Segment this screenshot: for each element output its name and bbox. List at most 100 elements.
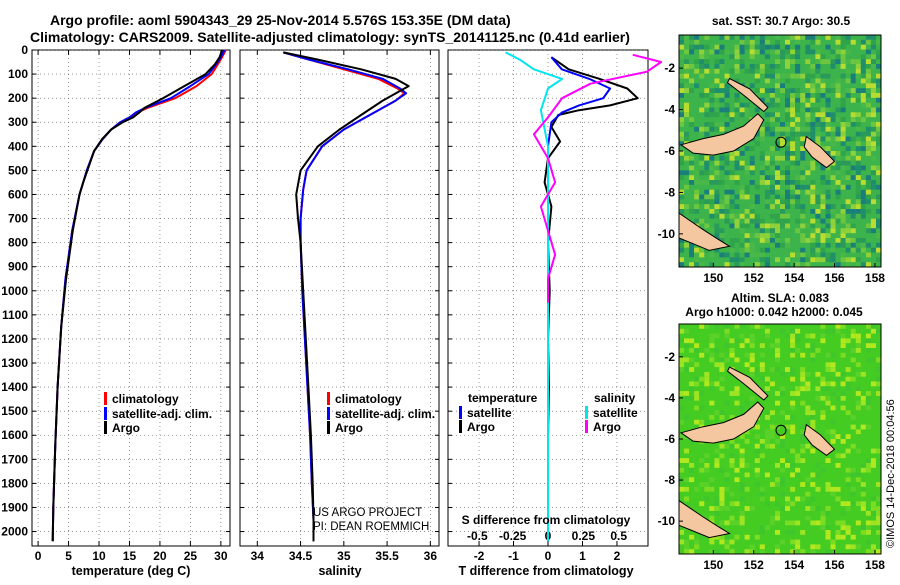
map-cell bbox=[704, 189, 710, 195]
map-cell bbox=[775, 78, 781, 84]
map-cell bbox=[820, 228, 826, 234]
map-cell bbox=[714, 510, 720, 516]
map-cell bbox=[775, 439, 781, 444]
map-cell bbox=[689, 165, 695, 171]
map-cell bbox=[840, 204, 846, 210]
map-cell bbox=[855, 180, 861, 185]
map-cell bbox=[855, 122, 861, 127]
map-cell bbox=[850, 424, 856, 430]
map-cell bbox=[800, 247, 806, 253]
map-cell bbox=[855, 141, 861, 147]
map-cell bbox=[820, 78, 826, 84]
map-cell bbox=[855, 262, 861, 268]
map-cell bbox=[850, 209, 856, 214]
map-cell bbox=[694, 252, 700, 258]
map-cell bbox=[769, 429, 775, 435]
map-cell bbox=[850, 151, 856, 156]
map-cell bbox=[724, 333, 730, 339]
depth-tick-label: 2000 bbox=[1, 525, 28, 539]
map-cell bbox=[830, 228, 836, 234]
map-cell bbox=[845, 199, 851, 205]
map-cell bbox=[679, 419, 685, 425]
map-cell bbox=[820, 410, 826, 416]
map-cell bbox=[810, 97, 816, 103]
map-cell bbox=[825, 549, 831, 554]
map-cell bbox=[734, 78, 740, 84]
map-cell bbox=[845, 434, 851, 439]
map-cell bbox=[764, 472, 770, 478]
map-cell bbox=[769, 68, 775, 74]
map-cell bbox=[739, 44, 745, 50]
map-cell bbox=[865, 93, 871, 98]
map-cell bbox=[704, 419, 710, 425]
map-cell bbox=[840, 126, 846, 132]
map-cell bbox=[759, 257, 765, 263]
map-cell bbox=[744, 165, 750, 171]
map-cell bbox=[870, 35, 876, 40]
map-cell bbox=[759, 228, 765, 234]
map-cell bbox=[734, 400, 740, 406]
map-cell bbox=[714, 180, 720, 185]
map-cell bbox=[714, 160, 720, 166]
salinity-xlabel: salinity bbox=[318, 564, 361, 578]
map-cell bbox=[719, 122, 725, 127]
map-cell bbox=[810, 257, 816, 263]
map-cell bbox=[870, 131, 876, 137]
map-cell bbox=[810, 49, 816, 55]
map-cell bbox=[870, 64, 876, 69]
map-cell bbox=[805, 49, 811, 55]
map-cell bbox=[759, 223, 765, 229]
map-cell bbox=[855, 59, 861, 65]
map-cell bbox=[780, 199, 786, 205]
map-cell bbox=[764, 189, 770, 195]
map-cell bbox=[815, 35, 821, 40]
map-cell bbox=[775, 194, 781, 200]
map-cell bbox=[815, 257, 821, 263]
map-cell bbox=[790, 49, 796, 55]
map-cell bbox=[860, 213, 866, 219]
map-cell bbox=[754, 49, 760, 55]
map-cell bbox=[805, 93, 811, 98]
map-cell bbox=[815, 242, 821, 248]
map-cell bbox=[694, 262, 700, 268]
map-cell bbox=[865, 338, 871, 344]
map-cell bbox=[805, 515, 811, 521]
map-cell bbox=[795, 520, 801, 526]
map-cell bbox=[865, 59, 871, 65]
sal-legend-climatology-label: climatology bbox=[335, 392, 402, 406]
map-cell bbox=[830, 151, 836, 156]
map-cell bbox=[820, 59, 826, 65]
map-cell bbox=[865, 549, 871, 554]
map-y-tick-label: -2 bbox=[664, 350, 675, 364]
map-cell bbox=[749, 54, 755, 60]
map-cell bbox=[855, 97, 861, 103]
map-cell bbox=[780, 443, 786, 449]
map-cell bbox=[820, 324, 826, 329]
map-cell bbox=[860, 491, 866, 497]
map-cell bbox=[744, 102, 750, 108]
map-cell bbox=[734, 213, 740, 219]
map-cell bbox=[749, 324, 755, 329]
x-tick-label: 30 bbox=[214, 549, 228, 563]
map-cell bbox=[850, 155, 856, 161]
map-cell bbox=[775, 97, 781, 103]
map-cell bbox=[679, 530, 685, 535]
map-cell bbox=[754, 448, 760, 454]
map-cell bbox=[714, 362, 720, 368]
map-cell bbox=[780, 491, 786, 497]
map-cell bbox=[679, 88, 685, 94]
map-cell bbox=[865, 391, 871, 396]
map-cell bbox=[714, 410, 720, 416]
imos-stamp: ©IMOS 14-Dec-2018 00:04:56 bbox=[885, 399, 897, 548]
map-cell bbox=[825, 73, 831, 79]
map-cell bbox=[845, 228, 851, 234]
map-cell bbox=[850, 112, 856, 118]
map-cell bbox=[739, 324, 745, 329]
map-cell bbox=[775, 348, 781, 353]
map-cell bbox=[744, 44, 750, 50]
map-cell bbox=[800, 448, 806, 454]
map-cell bbox=[785, 501, 791, 507]
map-cell bbox=[729, 539, 735, 545]
map-cell bbox=[764, 386, 770, 392]
map-cell bbox=[719, 49, 725, 55]
